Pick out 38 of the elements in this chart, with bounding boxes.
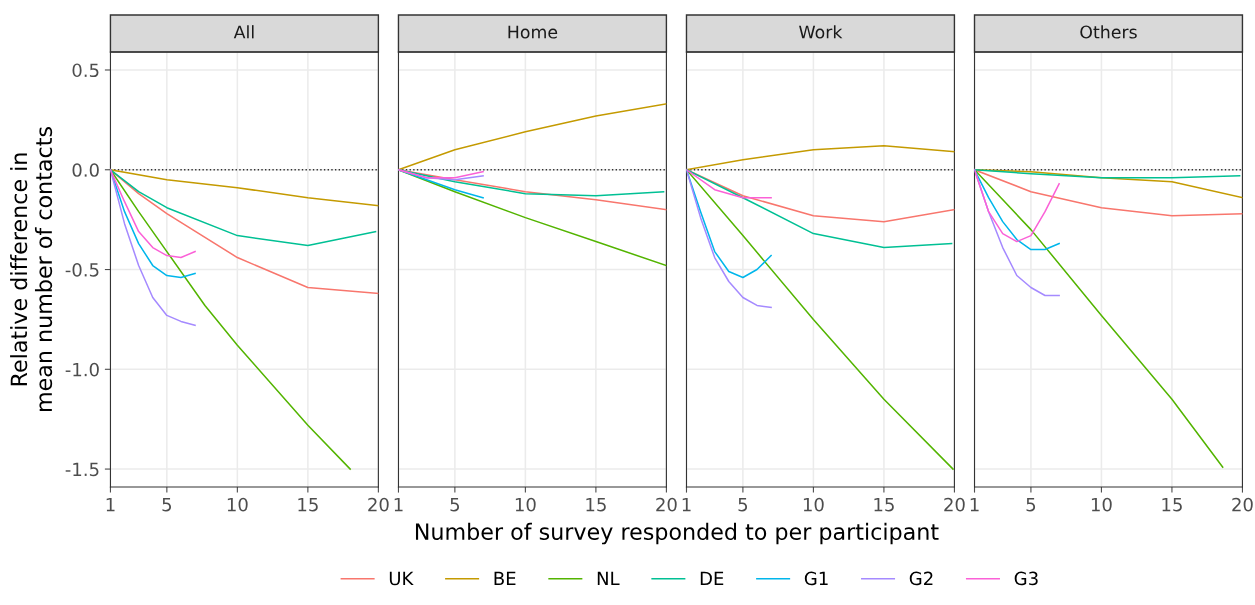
x-tick-label: 20 <box>368 497 389 512</box>
legend-label: G3 <box>1014 571 1038 586</box>
x-tick-label: 1 <box>682 498 691 512</box>
x-tick-label: 10 <box>803 497 824 512</box>
y-tick-label: -0.5 <box>65 262 99 277</box>
x-tick-label: 15 <box>1162 498 1182 512</box>
x-tick-label: 20 <box>944 497 965 512</box>
x-tick-label: 10 <box>1091 497 1112 512</box>
x-tick-label: 10 <box>227 497 248 512</box>
chart-title: All <box>233 25 254 39</box>
y-tick-label: 0.5 <box>72 63 99 78</box>
legend-label: NL <box>597 571 620 585</box>
legend-label: UK <box>389 571 414 586</box>
x-tick-label: 10 <box>515 497 536 512</box>
legend-label: G1 <box>804 571 828 586</box>
legend-label: DE <box>700 571 724 585</box>
chart-title: Work <box>799 25 843 39</box>
x-tick-label: 5 <box>738 498 748 512</box>
x-tick-label: 5 <box>162 498 172 512</box>
x-tick-label: 1 <box>970 498 979 512</box>
x-tick-label: 20 <box>1232 497 1253 512</box>
chart-title: Home <box>508 25 558 39</box>
legend-label: BE <box>494 571 516 585</box>
y-axis-title: Relative difference in mean number of contacts <box>10 127 53 412</box>
x-tick-label: 15 <box>298 498 318 512</box>
x-tick-label: 1 <box>394 498 403 512</box>
y-tick-label: -1.0 <box>65 362 99 377</box>
y-tick-label: 0.0 <box>72 163 99 177</box>
x-tick-label: 5 <box>1026 498 1036 512</box>
x-tick-label: 15 <box>586 498 606 512</box>
y-tick-label: -1.5 <box>65 462 99 477</box>
legend-label: G2 <box>909 571 933 586</box>
x-tick-label: 20 <box>656 497 677 512</box>
x-tick-label: 1 <box>106 498 115 512</box>
x-tick-label: 15 <box>874 498 894 512</box>
x-tick-label: 5 <box>450 498 460 512</box>
chart-title: Others <box>1080 25 1137 39</box>
x-axis-title: Number of survey responded to per participant <box>415 522 939 545</box>
